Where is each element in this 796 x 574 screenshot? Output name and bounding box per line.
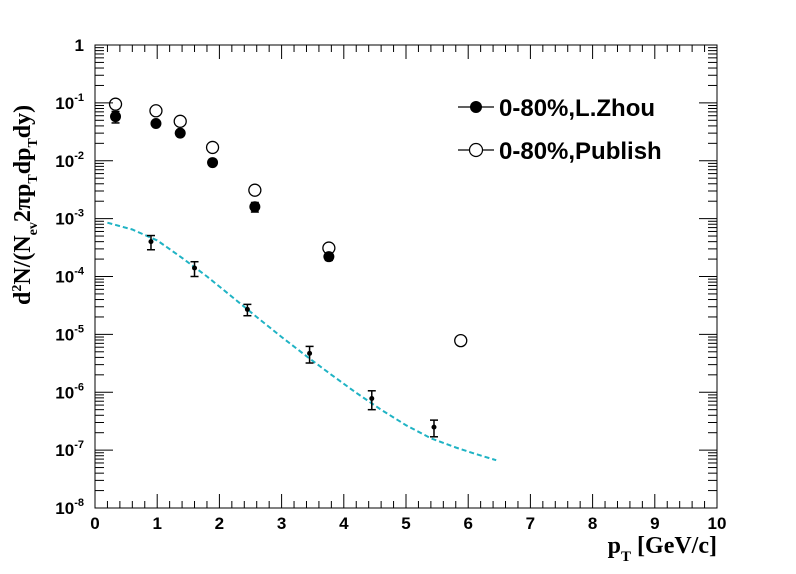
y-tick-label: 10-2 [55,150,84,171]
x-tick-label: 3 [277,514,286,533]
lzhou-point [174,127,186,139]
x-tick-label: 6 [463,514,472,533]
publish-point [149,104,163,118]
y-tick-label: 10-8 [55,497,84,518]
fit-curves [107,221,497,462]
y-tick-labels: 10-8 10-7 10-6 10-5 10-4 10-3 10-2 10-1 1 [55,36,85,518]
y-axis-title: d2N/(Nev2πpTdpTdy) [10,105,41,305]
y-tick-label: 10-4 [55,266,85,287]
dot-point [244,306,250,312]
y-tick-label: 10-3 [55,208,84,229]
dot-point [148,239,154,245]
dot-point [431,424,437,430]
x-tick-label: 5 [401,514,410,533]
y-tick-label: 1 [75,36,84,55]
x-tick-label: 1 [152,514,161,533]
x-tick-label: 7 [526,514,535,533]
x-tick-label: 2 [215,514,224,533]
publish-point [108,97,123,111]
publish-point [454,333,468,348]
legend-label-publish: 0-80%,Publish [499,138,662,165]
lzhou-point [207,157,219,169]
axis-ticks [94,44,718,509]
data-markers [108,97,468,438]
dot-point [307,350,313,356]
y-tick-label: 10-7 [55,439,84,460]
x-tick-label: 0 [90,514,99,533]
x-tick-label: 4 [339,514,349,533]
legend-marker-publish [468,142,484,158]
legend-marker-lzhou [470,101,482,113]
lzhou-point [110,111,122,123]
x-tick-labels: 0 1 2 3 4 5 6 7 8 9 10 [90,514,726,533]
dot-point [192,265,198,271]
lzhou-point [150,118,162,130]
y-tick-label: 10-1 [55,92,84,113]
legend: 0-80%,L.Zhou 0-80%,Publish [458,95,662,165]
dot-point [369,395,375,401]
publish-point [248,183,262,197]
publish-point [322,241,336,255]
publish-point [205,140,220,155]
lzhou-point [249,201,261,213]
x-tick-label: 10 [708,514,727,533]
publish-point [173,114,187,128]
legend-label-lzhou: 0-80%,L.Zhou [499,95,655,122]
y-tick-label: 10-5 [55,323,84,344]
x-tick-label: 8 [588,514,597,533]
x-axis-title: pT [GeV/c] [608,533,717,565]
fit-curve [107,221,497,462]
y-tick-label: 10-6 [55,381,84,402]
x-tick-label: 9 [650,514,659,533]
